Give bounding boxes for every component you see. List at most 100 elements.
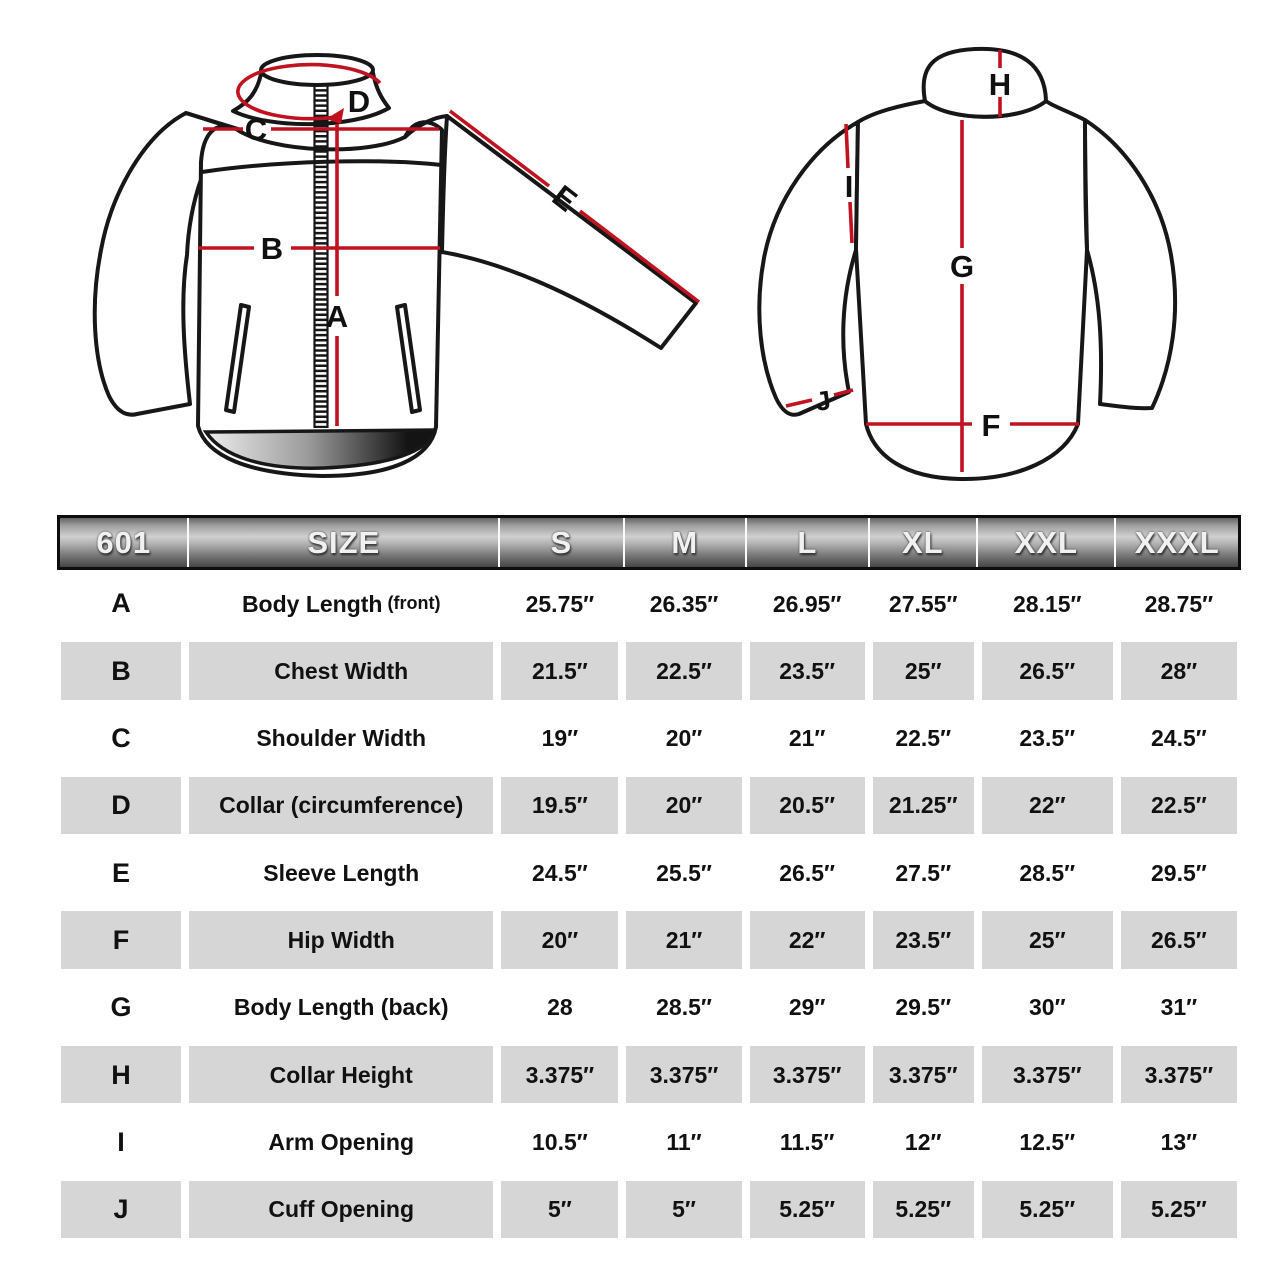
label-f: F xyxy=(982,408,1001,443)
measure-line-j xyxy=(785,388,854,408)
header-cell-601: 601 xyxy=(96,524,152,560)
back-left-sleeve xyxy=(757,120,860,417)
row-value-xxl: 25″ xyxy=(981,911,1113,969)
row-label: Shoulder Width xyxy=(256,725,427,752)
table-row-j: J Cuff Opening 5″ 5″ 5.25″ 5.25″ 5.25″ 5.25″ xyxy=(57,1176,1241,1243)
row-value-m: 21″ xyxy=(626,911,742,969)
row-value-xxl: 23.5″ xyxy=(1019,725,1076,752)
row-value-m: 26.35″ xyxy=(649,590,719,617)
row-value-xxxl: 31″ xyxy=(1160,994,1198,1021)
label-c: C xyxy=(245,112,267,147)
row-value-l: 23.5″ xyxy=(749,642,865,700)
row-value-xxl: 3.375″ xyxy=(981,1046,1113,1104)
table-row-a: A Body Length (front) 25.75″ 26.35″ 26.95″ 27.… xyxy=(57,570,1241,637)
row-value-xxxl: 5.25″ xyxy=(1120,1180,1237,1238)
label-a: A xyxy=(326,299,348,334)
row-value-m: 20″ xyxy=(665,725,703,752)
table-row-f: F Hip Width 20″ 21″ 22″ 23.5″ 25″ 26.5″ xyxy=(57,906,1241,973)
row-value-xxxl: 3.375″ xyxy=(1120,1046,1237,1104)
row-letter: C xyxy=(111,723,131,754)
table-row-g: G Body Length (back) 28 28.5″ 29″ 29.5″ 30″ 31″ xyxy=(57,974,1241,1041)
row-label: Collar Height xyxy=(189,1046,494,1104)
row-value-l: 26.5″ xyxy=(779,859,836,886)
row-label-note: (front) xyxy=(387,593,441,614)
row-value-xxxl: 28.75″ xyxy=(1144,590,1214,617)
measure-ellipse-d xyxy=(236,62,382,121)
row-value-xxxl: 28″ xyxy=(1120,642,1237,700)
row-value-xxl: 26.5″ xyxy=(981,642,1113,700)
table-row-e: E Sleeve Length 24.5″ 25.5″ 26.5″ 27.5″ 28.5″ 2… xyxy=(57,839,1241,906)
row-value-m: 11″ xyxy=(666,1128,702,1155)
row-value-s: 21.5″ xyxy=(501,642,619,700)
row-value-xl: 21.25″ xyxy=(872,776,974,835)
table-row-c: C Shoulder Width 19″ 20″ 21″ 22.5″ 23.5″ 24.5″ xyxy=(57,705,1241,772)
row-letter: D xyxy=(61,776,182,835)
row-value-l: 11.5″ xyxy=(779,1128,835,1155)
row-value-s: 3.375″ xyxy=(501,1046,619,1104)
row-value-s: 19.5″ xyxy=(501,776,619,835)
table-row-b: B Chest Width 21.5″ 22.5″ 23.5″ 25″ 26.5″ 28″ xyxy=(57,637,1241,704)
row-value-xxxl: 13″ xyxy=(1160,1128,1198,1155)
front-hem-band xyxy=(202,428,438,470)
row-value-xxxl: 26.5″ xyxy=(1120,911,1237,969)
header-cell-size: SIZE xyxy=(187,518,498,567)
row-value-l: 22″ xyxy=(749,911,865,969)
jacket-diagram-svg: A B C D E H G I F J xyxy=(92,46,1178,482)
size-table-body: A Body Length (front) 25.75″ 26.35″ 26.95″ 27.… xyxy=(57,570,1241,1243)
row-label: Body Length (back) xyxy=(233,994,449,1021)
row-label: Body Length (front) xyxy=(241,590,441,617)
measure-arrowhead-d xyxy=(326,108,344,124)
row-value-s: 5″ xyxy=(501,1180,619,1238)
row-value-l: 20.5″ xyxy=(749,776,865,835)
front-left-sleeve xyxy=(92,111,240,417)
row-value-m: 5″ xyxy=(626,1180,742,1238)
row-value-m: 3.375″ xyxy=(626,1046,742,1104)
measure-line-e xyxy=(448,109,701,304)
row-value-s: 25.75″ xyxy=(525,590,595,617)
row-label: Cuff Opening xyxy=(189,1180,494,1238)
back-right-sleeve xyxy=(1083,118,1178,411)
table-header-row: 601 SIZE S M L XL XXL XXXL xyxy=(57,515,1241,570)
label-j: J xyxy=(814,385,833,417)
row-value-xxxl: 29.5″ xyxy=(1150,859,1207,886)
row-value-xxxl: 22.5″ xyxy=(1120,776,1237,835)
row-value-xxl: 28.15″ xyxy=(1013,590,1082,617)
front-right-shoulder-seam xyxy=(403,114,449,139)
header-cell-xl: XL xyxy=(867,518,976,567)
front-left-pocket-slit xyxy=(224,303,251,414)
row-letter: J xyxy=(61,1180,182,1238)
row-label: Collar (circumference) xyxy=(189,776,494,835)
row-value-m: 20″ xyxy=(626,776,742,835)
row-value-s: 24.5″ xyxy=(531,859,588,886)
label-g: G xyxy=(950,249,974,284)
row-letter: A xyxy=(111,588,131,619)
row-value-xl: 29.5″ xyxy=(895,994,952,1021)
row-value-m: 28.5″ xyxy=(656,994,712,1021)
header-cell-m: M xyxy=(622,518,746,567)
back-jacket-diagram: H G I F J xyxy=(757,46,1178,482)
row-value-xl: 22.5″ xyxy=(895,725,952,752)
back-collar xyxy=(921,46,1048,119)
front-jacket-diagram: A B C D E xyxy=(92,53,701,478)
row-value-l: 26.95″ xyxy=(772,590,842,617)
row-value-xl: 12″ xyxy=(904,1128,942,1155)
row-value-xxl: 28.5″ xyxy=(1019,859,1076,886)
table-row-h: H Collar Height 3.375″ 3.375″ 3.375″ 3.375″ 3.… xyxy=(57,1041,1241,1108)
row-value-xl: 23.5″ xyxy=(872,911,974,969)
row-letter: F xyxy=(61,911,182,969)
row-label: Sleeve Length xyxy=(263,859,420,886)
measure-line-i xyxy=(844,123,854,244)
row-letter: H xyxy=(61,1046,182,1104)
row-value-l: 3.375″ xyxy=(749,1046,865,1104)
front-left-shoulder-seam xyxy=(184,111,238,131)
row-letter: B xyxy=(61,642,182,700)
row-value-xl: 27.5″ xyxy=(895,859,952,886)
back-body xyxy=(854,99,1089,482)
row-value-l: 21″ xyxy=(788,725,826,752)
row-value-xxxl: 24.5″ xyxy=(1150,725,1207,752)
row-value-l: 29″ xyxy=(788,994,826,1021)
row-value-m: 22.5″ xyxy=(626,642,742,700)
label-h: H xyxy=(989,67,1011,102)
size-table: 601 SIZE S M L XL XXL XXXL A Body Length (front) 2… xyxy=(57,515,1241,1243)
front-right-pocket-slit xyxy=(395,303,422,414)
